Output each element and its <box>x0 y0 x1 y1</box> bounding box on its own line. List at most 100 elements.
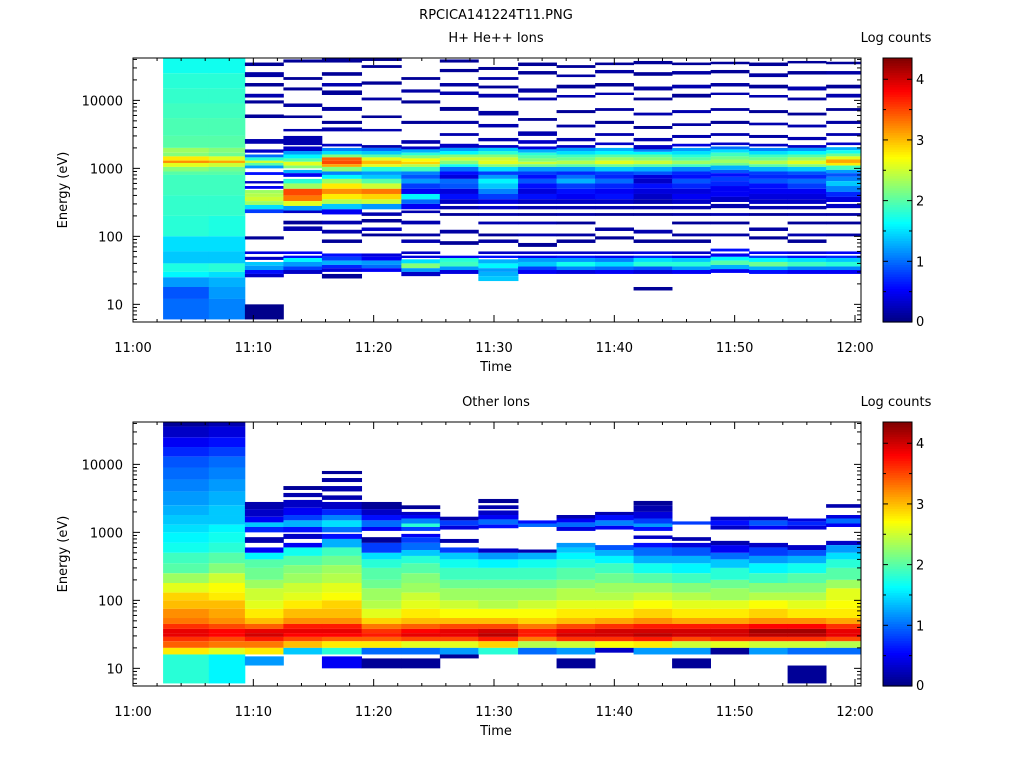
heatmap-cell <box>361 128 402 132</box>
heatmap-cell <box>710 133 750 136</box>
heatmap-cell <box>710 169 750 174</box>
colorbar-segment <box>883 482 912 485</box>
colorbar-segment <box>883 650 912 653</box>
colorbar-segment <box>883 115 912 119</box>
heatmap-cell <box>283 173 323 177</box>
colorbar-segment <box>883 91 912 95</box>
heatmap-cell <box>595 83 634 87</box>
heatmap-cell <box>361 154 402 158</box>
colorbar-segment <box>883 525 912 529</box>
heatmap-cell <box>826 165 862 170</box>
panel-title: H+ He++ Ions <box>448 31 544 46</box>
heatmap-cell <box>633 266 673 270</box>
panel-other-ions: Other Ions 11:00 11:10 11:20 11:30 11:40 11:5… <box>56 395 932 739</box>
heatmap-cell <box>633 213 673 216</box>
heatmap-cell <box>478 77 519 80</box>
colorbar-segment <box>883 674 912 677</box>
heatmap-cell <box>244 579 284 589</box>
heatmap-cell <box>749 122 788 126</box>
colorbar-segment <box>883 431 912 435</box>
heatmap-cell <box>595 160 634 165</box>
heatmap-cell <box>439 133 479 136</box>
heatmap-cell <box>361 515 402 521</box>
heatmap-cell <box>244 172 284 175</box>
colorbar-segment <box>883 194 912 198</box>
heatmap-cell <box>478 588 519 601</box>
heatmap-cell <box>439 520 479 526</box>
heatmap-cell <box>787 618 827 624</box>
heatmap-cell <box>556 178 596 184</box>
heatmap-cell <box>401 636 441 642</box>
heatmap-cell <box>633 618 673 624</box>
heatmap-cell <box>633 505 673 512</box>
heatmap-cell <box>361 115 402 119</box>
heatmap-cell <box>749 154 788 158</box>
colorbar-tick-label: 2 <box>916 559 924 574</box>
heatmap-cell <box>244 600 284 609</box>
x-tick-label: 11:10 <box>235 705 272 720</box>
heatmap-cell <box>401 542 441 551</box>
colorbar-segment <box>883 515 912 519</box>
heatmap-cell <box>633 261 673 267</box>
colorbar-segment <box>883 590 912 593</box>
time-bin-column <box>749 516 788 655</box>
colorbar-segment <box>883 137 912 141</box>
time-bin-column <box>283 486 323 655</box>
colorbar-segment <box>883 122 912 126</box>
heatmap-cell <box>439 552 479 560</box>
colorbar-frame <box>882 421 913 687</box>
heatmap-cell <box>672 193 711 200</box>
heatmap-cell <box>361 608 402 619</box>
heatmap-cell <box>672 618 711 624</box>
colorbar-segment <box>883 139 912 143</box>
heatmap-cell <box>710 149 750 153</box>
heatmap-cell <box>556 154 596 158</box>
heatmap-cell <box>633 636 673 642</box>
heatmap-cell <box>595 154 634 158</box>
heatmap-cell <box>556 221 596 225</box>
heatmap-cell <box>826 579 862 589</box>
heatmap-cell <box>633 60 673 65</box>
heatmap-cell <box>361 542 402 553</box>
heatmap-cell <box>826 270 862 274</box>
heatmap-cell <box>518 258 557 262</box>
heatmap-cell <box>787 550 827 556</box>
heatmap-cell <box>478 567 519 580</box>
heatmap-cell <box>518 213 557 216</box>
heatmap-cell <box>163 592 210 601</box>
colorbar-segment <box>883 146 912 150</box>
heatmap-cell <box>710 61 750 65</box>
colorbar-segment <box>883 479 912 483</box>
heatmap-cell <box>556 213 596 216</box>
heatmap-cell <box>401 505 441 510</box>
heatmap-cell <box>163 467 210 480</box>
time-bin-column <box>749 62 788 274</box>
colorbar-segment <box>883 530 912 533</box>
time-bin-column <box>633 60 673 291</box>
colorbar-segment <box>883 443 912 447</box>
colorbar-segment <box>883 462 912 466</box>
heatmap-cell <box>672 93 711 98</box>
heatmap-cell <box>283 600 323 609</box>
heatmap-cell <box>787 647 827 655</box>
heatmap-cell <box>208 426 246 438</box>
heatmap-cell <box>321 147 363 152</box>
heatmap-cell <box>321 157 363 161</box>
heatmap-cell <box>595 157 634 161</box>
heatmap-cell <box>163 505 210 516</box>
heatmap-cell <box>163 608 210 619</box>
heatmap-cell <box>439 178 479 184</box>
heatmap-cell <box>595 600 634 609</box>
heatmap-cell <box>518 559 557 568</box>
colorbar-segment <box>883 429 912 433</box>
time-bin-column <box>478 498 519 655</box>
time-bin-column <box>439 59 479 274</box>
heatmap-cell <box>283 158 323 162</box>
heatmap-cell <box>283 258 323 262</box>
colorbar-tick-label: 3 <box>916 498 924 513</box>
heatmap-cell <box>401 550 441 556</box>
colorbar-segment <box>883 144 912 148</box>
heatmap-cell <box>518 149 557 153</box>
heatmap-cell <box>595 142 634 146</box>
heatmap-cell <box>244 273 284 278</box>
